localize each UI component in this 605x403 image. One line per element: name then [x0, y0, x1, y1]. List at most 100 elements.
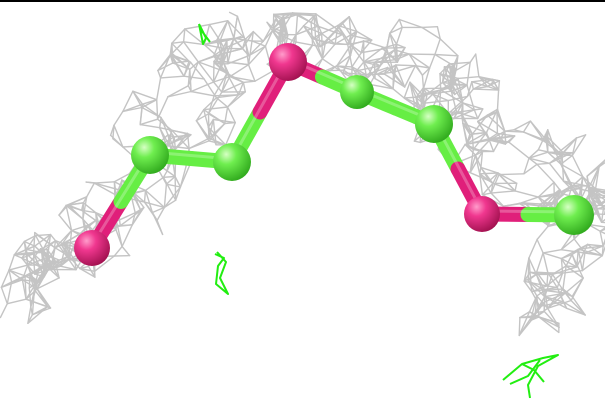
mesh-edge — [171, 41, 185, 55]
mesh-edge — [462, 122, 468, 145]
mesh-edge — [514, 182, 518, 192]
mesh-edge — [409, 81, 424, 105]
mesh-edge — [32, 253, 41, 268]
mesh-edge — [82, 182, 96, 204]
mesh-edge — [464, 143, 477, 156]
mesh-edge — [504, 135, 516, 145]
mesh-edge — [348, 16, 358, 33]
mesh-edge — [248, 45, 267, 57]
mesh-edge — [456, 109, 475, 114]
mesh-edge — [491, 78, 500, 91]
mesh-edge — [547, 272, 558, 289]
mesh-edge — [188, 140, 210, 150]
mesh-edge — [477, 108, 484, 120]
mesh-edge — [179, 165, 187, 188]
mesh-edge — [342, 22, 352, 36]
mesh-edge — [462, 122, 474, 135]
mesh-edge — [171, 42, 190, 62]
mesh-edge — [266, 21, 280, 36]
mesh-edge — [518, 196, 539, 205]
mesh-edge — [202, 108, 210, 129]
mesh-edge — [226, 106, 237, 124]
mesh-edge — [141, 98, 158, 105]
mesh-edge — [21, 279, 27, 300]
mesh-edge — [523, 280, 533, 293]
mesh-edge — [23, 240, 36, 247]
mesh-edge — [536, 163, 555, 184]
mesh-edge — [155, 77, 162, 101]
mesh-edge — [466, 133, 474, 145]
mesh-edge — [408, 53, 431, 69]
mesh-edge — [527, 257, 530, 282]
mesh-edge — [197, 61, 221, 71]
mesh-edge — [496, 132, 516, 137]
mesh-edge — [536, 225, 549, 241]
mesh-edge — [95, 211, 100, 224]
mesh-edge — [422, 99, 449, 105]
mesh-edge — [34, 276, 45, 286]
mesh-edge — [396, 46, 406, 63]
mesh-edge — [439, 72, 442, 91]
mesh-edge — [356, 30, 373, 41]
mesh-edge — [157, 54, 173, 72]
mesh-edge — [54, 244, 63, 249]
mesh-edge — [373, 49, 396, 63]
mesh-edge — [586, 175, 591, 201]
mesh-edge — [151, 206, 166, 214]
mesh-edge — [479, 173, 492, 194]
mesh-edge — [447, 95, 469, 102]
mesh-edge — [311, 38, 336, 45]
mesh-edge — [428, 53, 436, 69]
mesh-edge — [479, 173, 484, 196]
mesh-edge — [158, 116, 162, 129]
mesh-edge — [350, 44, 365, 63]
mesh-edge — [119, 209, 142, 227]
mesh-edge — [159, 75, 185, 79]
mesh-edge — [302, 25, 323, 35]
mesh-edge — [195, 119, 210, 142]
mesh-edge — [496, 89, 500, 111]
mesh-edge — [547, 151, 562, 165]
mesh-edge — [518, 316, 521, 337]
mesh-edge — [34, 266, 41, 286]
mesh-edge — [236, 15, 245, 38]
mesh-edge — [165, 175, 176, 185]
mesh-edge — [311, 32, 323, 40]
mesh-edge — [590, 196, 605, 200]
mesh-edge — [537, 129, 549, 151]
mesh-edge — [440, 77, 459, 91]
mesh-edge — [469, 154, 477, 174]
mesh-edge — [157, 62, 174, 72]
mesh-edge — [492, 172, 499, 185]
frame-top-line — [0, 0, 605, 2]
mesh-edge — [87, 265, 96, 278]
mesh-edge — [8, 269, 26, 277]
carbon-atom — [131, 136, 169, 174]
mesh-edge — [313, 14, 317, 41]
mesh-edge — [546, 307, 560, 328]
mesh-edge — [226, 38, 235, 42]
mesh-edge — [403, 81, 411, 99]
mesh-edge — [171, 28, 186, 44]
mesh-edge — [599, 227, 605, 232]
mesh-edge — [570, 186, 592, 193]
mesh-edge — [60, 244, 71, 260]
mesh-edge — [413, 140, 421, 144]
mesh-edge — [244, 30, 255, 40]
mesh-edge — [232, 38, 250, 57]
mesh-edge — [570, 175, 584, 188]
mesh-edge — [439, 72, 459, 80]
mesh-edge — [162, 170, 168, 179]
mesh-edge — [560, 253, 573, 260]
mesh-edge — [329, 54, 352, 72]
mesh-edge — [582, 175, 597, 190]
mesh-edge — [224, 106, 229, 125]
mesh-edge — [321, 32, 324, 60]
mesh-edge — [376, 71, 395, 75]
mesh-edge — [336, 65, 358, 72]
mesh-edge — [389, 26, 403, 34]
mesh-edge — [0, 269, 10, 288]
mesh-edge — [564, 277, 584, 294]
mesh-edge — [144, 176, 165, 192]
